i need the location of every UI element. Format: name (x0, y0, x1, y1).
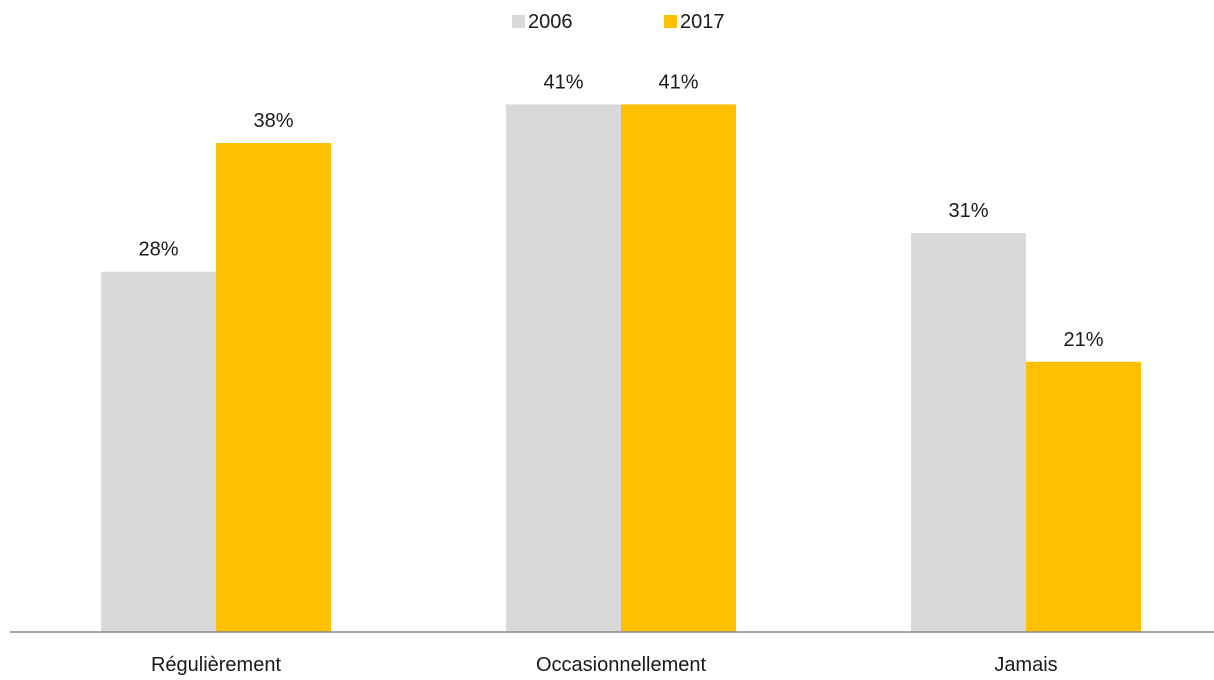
value-label-2006-2: 31% (948, 200, 988, 222)
value-label-2017-0: 38% (253, 110, 293, 132)
legend-label-2006: 2006 (528, 11, 573, 33)
value-label-2017-2: 21% (1063, 329, 1103, 351)
bar-2006-0 (101, 271, 216, 632)
bars (101, 104, 1141, 633)
legend: 2006 2017 (512, 11, 725, 33)
value-labels: 28% 38% 41% 41% 31% 21% (138, 71, 1103, 350)
bar-2006-1 (506, 104, 621, 632)
bar-2017-2 (1026, 361, 1141, 632)
legend-swatch-2017 (664, 15, 677, 28)
legend-label-2017: 2017 (680, 11, 725, 33)
category-label-0: Régulièrement (151, 654, 282, 676)
bar-2017-0 (216, 143, 331, 633)
legend-swatch-2006 (512, 15, 525, 28)
bar-2006-2 (911, 233, 1026, 632)
category-label-2: Jamais (994, 654, 1057, 676)
value-label-2006-1: 41% (543, 71, 583, 93)
category-labels: Régulièrement Occasionnellement Jamais (151, 654, 1058, 676)
category-label-1: Occasionnellement (536, 654, 707, 676)
value-label-2017-1: 41% (658, 71, 698, 93)
value-label-2006-0: 28% (138, 239, 178, 261)
bar-2017-1 (621, 104, 736, 632)
